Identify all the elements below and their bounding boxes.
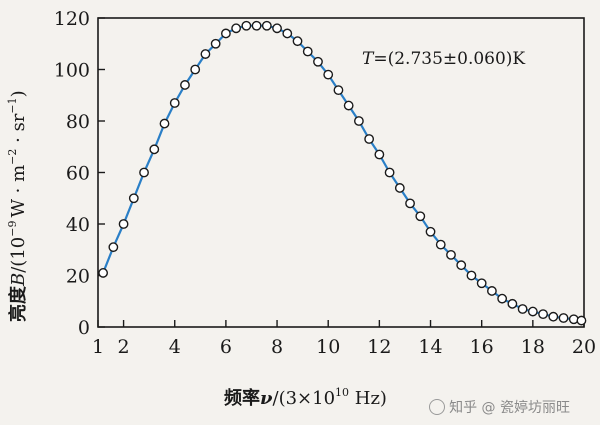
data-point [394,183,405,193]
x-tick-label: 8 [271,336,283,358]
y-axis-label: 亮度B/(10−9 W · m−2 · sr−1) [6,90,29,322]
data-point [323,69,334,80]
data-point [128,193,139,204]
watermark-logo-icon [429,399,446,415]
y-axis-label-prefix: 亮度 [7,285,29,322]
data-point [108,242,119,253]
data-point [425,226,436,237]
x-axis-label-suffix: /(3×10 [273,388,336,409]
y-tick-label: 100 [54,60,90,82]
y-axis-label-suffix: /(10 [8,237,29,273]
data-point [251,20,262,31]
y-tick-label: 60 [66,163,90,185]
y-axis-label-exp2: −2 [6,149,19,165]
y-axis-label-exp: −9 [6,221,19,237]
data-point [139,167,149,178]
data-point [354,116,364,126]
data-point [313,56,323,67]
y-tick-label: 20 [66,266,90,288]
y-axis-label-var: B [8,273,29,287]
data-point [292,36,303,47]
y-axis-label-exp3: −1 [6,97,19,113]
data-point [497,293,508,304]
data-point [538,309,548,320]
x-tick-label: 4 [169,336,181,358]
tick-group: 1 2 4 6 8 10 12 14 16 18 20 0 20 40 60 80 100 120 [54,8,596,358]
y-tick-label: 80 [66,111,90,133]
data-point [558,313,569,323]
data-point [487,286,497,296]
x-tick-label: 1 [92,336,104,358]
data-point [333,85,344,96]
data-point [568,314,579,325]
data-point [261,20,272,31]
data-point [548,311,559,322]
data-point [374,149,385,160]
temperature-annotation: T=(2.735±0.060)K [362,49,525,69]
temperature-symbol: T [362,49,375,69]
data-point [517,304,528,314]
x-axis-label: 频率ν/(3×1010 Hz) [224,386,387,409]
x-tick-label: 20 [572,336,596,358]
data-point [435,239,446,250]
x-tick-label: 12 [367,336,391,358]
data-point [384,167,395,178]
data-point [231,23,242,34]
x-tick-label: 16 [470,336,494,358]
watermark-text: 知乎 @ 瓷婷坊丽旺 [449,400,570,416]
y-axis-label-close: ) [8,90,29,97]
data-point [302,46,313,57]
data-point [456,260,467,271]
fit-curve [102,24,582,322]
data-point [149,144,160,155]
y-tick-label: 0 [78,317,90,339]
fit-line-group [102,24,582,322]
x-axis-label-var: ν [260,388,273,409]
data-point [343,100,354,111]
data-point [507,298,518,309]
x-axis-label-exp: 10 [335,386,349,399]
data-point [527,306,538,317]
data-point [241,20,252,31]
watermark: 知乎 @ 瓷婷坊丽旺 [429,397,570,417]
y-axis-label-tail: · sr [8,113,29,148]
y-tick-label: 120 [54,8,90,30]
data-point [220,28,231,39]
data-points [98,20,587,326]
data-point [118,219,129,229]
x-axis-label-prefix: 频率 [224,387,260,409]
data-point [169,98,180,108]
y-tick-label: 40 [66,214,90,236]
y-axis-label-unit: W · m [8,165,29,218]
x-tick-label: 2 [118,336,130,358]
x-tick-label: 18 [521,336,545,358]
x-tick-label: 10 [316,336,340,358]
data-point [190,64,201,75]
data-point [180,80,190,90]
temperature-value: =(2.735±0.060)K [373,49,525,69]
data-point [405,198,415,209]
x-tick-label: 14 [418,336,442,358]
x-axis-label-unit: Hz) [349,388,387,409]
x-tick-label: 6 [220,336,232,358]
data-point [98,268,109,278]
data-point [159,118,170,129]
data-point [576,315,587,326]
data-point [446,249,456,260]
data-point [210,38,221,49]
data-point [415,211,426,222]
data-point [200,49,211,59]
data-point [282,28,293,39]
data-point [466,270,477,281]
data-point [476,278,487,289]
data-point [364,134,375,144]
data-point [272,23,282,34]
